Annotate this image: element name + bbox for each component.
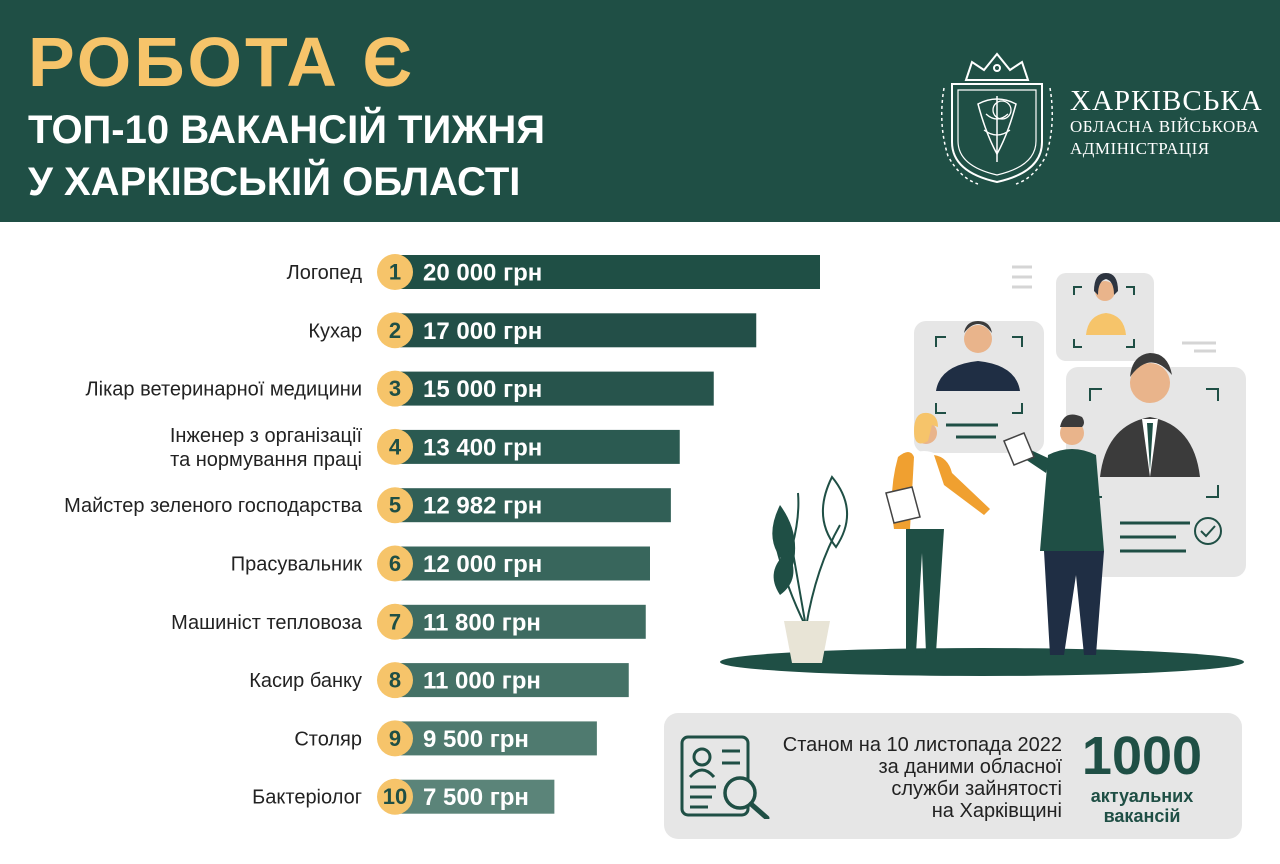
rank-number: 10	[383, 784, 407, 809]
category-label: Касир банку	[249, 670, 362, 692]
page-subtitle-line-2: У ХАРКІВСЬКІЙ ОБЛАСТІ	[28, 160, 521, 204]
info-source-line-1: за даними обласної	[878, 756, 1062, 778]
value-label: 12 000 грн	[423, 551, 542, 578]
rank-number: 4	[389, 434, 402, 459]
rank-badge	[377, 603, 413, 640]
rank-badge	[377, 312, 413, 349]
value-label: 11 000 грн	[423, 668, 541, 695]
category-label: Інженер з організації	[170, 425, 363, 447]
info-date-line: Станом на 10 листопада 2022	[782, 734, 1062, 756]
rank-badge	[377, 428, 413, 465]
rank-number: 3	[389, 376, 401, 401]
category-label: та нормування праці	[170, 449, 362, 471]
category-label: Прасувальник	[231, 554, 362, 576]
org-name-line-2: ОБЛАСНА ВІЙСЬКОВА	[1070, 117, 1260, 136]
category-label: Логопед	[287, 262, 363, 284]
rank-number: 7	[389, 609, 401, 634]
recruitment-illustration	[720, 265, 1246, 676]
salary-bar	[395, 429, 680, 464]
rank-number: 9	[389, 726, 401, 751]
rank-number: 8	[389, 668, 401, 693]
info-source-line-3: на Харківщині	[931, 800, 1062, 822]
page-title: РОБОТА Є	[28, 23, 416, 101]
org-name-line-1: ХАРКІВСЬКА	[1070, 85, 1263, 117]
rank-number: 2	[389, 318, 401, 343]
value-label: 20 000 грн	[423, 260, 542, 287]
salary-bar	[395, 604, 646, 639]
value-label: 9 500 грн	[423, 726, 529, 753]
salary-bar	[395, 371, 714, 406]
salary-bar	[395, 255, 820, 289]
salary-bar	[395, 546, 650, 581]
value-label: 12 982 грн	[423, 493, 542, 520]
rank-badge	[377, 778, 413, 815]
rank-badge	[377, 370, 413, 407]
resume-search-icon	[680, 735, 770, 819]
organization-name: ХАРКІВСЬКА ОБЛАСНА ВІЙСЬКОВА АДМІНІСТРАЦ…	[1070, 86, 1263, 160]
vacancy-count: 1000	[1081, 726, 1203, 786]
rank-number: 6	[389, 551, 401, 576]
value-label: 15 000 грн	[423, 376, 542, 403]
page-subtitle-line-1: ТОП-10 ВАКАНСІЙ ТИЖНЯ	[28, 108, 546, 152]
value-label: 13 400 грн	[423, 434, 542, 461]
salary-bar	[395, 663, 629, 698]
rank-badge	[377, 720, 413, 757]
value-label: 7 500 грн	[423, 784, 529, 811]
rank-number: 5	[389, 493, 401, 518]
info-panel: Станом на 10 листопада 2022 за даними об…	[664, 713, 1242, 839]
category-label: Столяр	[294, 728, 362, 750]
coat-of-arms-icon	[941, 52, 1053, 185]
rank-number: 1	[389, 260, 401, 285]
rank-badge	[377, 487, 413, 524]
rank-badge	[377, 662, 413, 699]
salary-bar	[395, 488, 671, 523]
info-text: Станом на 10 листопада 2022 за даними об…	[742, 734, 1062, 822]
header-banner: РОБОТА Є ТОП-10 ВАКАНСІЙ ТИЖНЯ У ХАРКІВС…	[0, 0, 1280, 222]
category-label: Кухар	[308, 320, 362, 342]
salary-bar-chart: 1 20 000 грн Логопед 2 17 000 грн Кухар 3 15 00…	[64, 254, 820, 815]
category-label: Майстер зеленого господарства	[64, 495, 363, 517]
vacancy-count-label-line-2: вакансій	[1103, 806, 1181, 826]
rank-badge	[377, 545, 413, 582]
vacancy-count-label-line-1: актуальних	[1090, 786, 1194, 806]
salary-bar	[395, 779, 555, 814]
salary-bar	[395, 313, 757, 348]
rank-badge	[377, 254, 413, 290]
value-label: 11 800 грн	[423, 609, 541, 636]
category-label: Лікар ветеринарної медицини	[86, 379, 362, 401]
salary-bar	[395, 721, 597, 756]
category-label: Машиніст тепловоза	[171, 612, 363, 634]
org-name-line-3: АДМІНІСТРАЦІЯ	[1070, 139, 1210, 158]
value-label: 17 000 грн	[423, 318, 542, 345]
category-label: Бактеріолог	[252, 787, 362, 809]
info-source-line-2: служби зайнятості	[891, 778, 1062, 800]
vacancy-count-label: актуальних вакансій	[1072, 786, 1212, 826]
